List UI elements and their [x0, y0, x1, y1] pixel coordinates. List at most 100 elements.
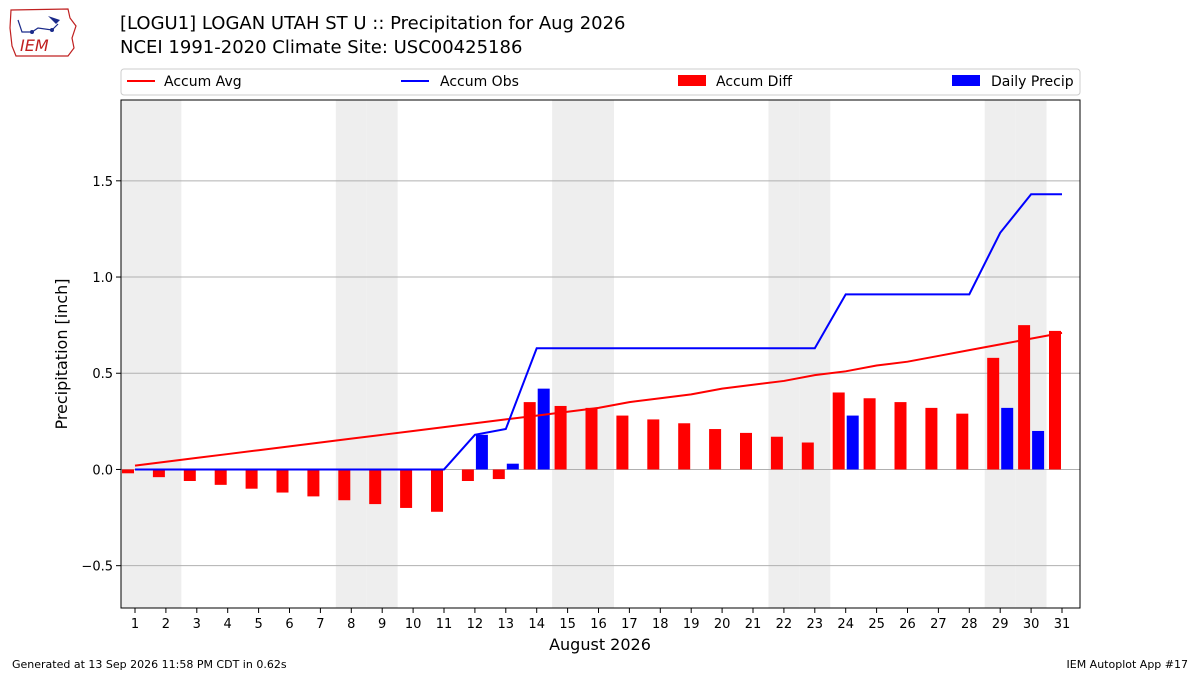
- x-tick-label: 4: [224, 617, 232, 632]
- weekend-band-22: [768, 100, 800, 608]
- x-tick-label: 13: [498, 617, 515, 632]
- daily-precip-bar: [475, 434, 488, 470]
- accum-diff-bar: [307, 469, 320, 497]
- legend-label-accum-diff: Accum Diff: [716, 74, 792, 90]
- accum-diff-bar: [338, 469, 351, 501]
- x-tick-label: 1: [131, 617, 139, 632]
- legend-swatch-accum-diff: [678, 75, 706, 86]
- accum-diff-bar: [214, 469, 227, 485]
- x-tick-label: 25: [868, 617, 885, 632]
- weekend-band-15: [552, 100, 584, 608]
- x-tick-label: 17: [621, 617, 638, 632]
- accum-diff-bar: [1049, 330, 1061, 470]
- accum-diff-bar: [894, 402, 907, 470]
- y-tick-label: −0.5: [81, 560, 113, 575]
- weekend-band-16: [583, 100, 614, 608]
- y-axis-label: Precipitation [inch]: [52, 278, 71, 429]
- iem-logo-text: IEM: [20, 36, 49, 55]
- x-tick-label: 10: [405, 617, 422, 632]
- accum-diff-bar: [369, 469, 382, 505]
- legend-swatch-daily-precip: [952, 75, 980, 86]
- accum-diff-bar: [832, 392, 845, 470]
- x-tick-label: 20: [714, 617, 731, 632]
- daily-precip-bar: [1001, 407, 1014, 470]
- footer-generated: Generated at 13 Sep 2026 11:58 PM CDT in…: [12, 658, 287, 671]
- x-tick-label: 19: [683, 617, 700, 632]
- accum-diff-bar: [554, 405, 567, 470]
- accum-diff-bar: [276, 469, 289, 493]
- footer-app: IEM Autoplot App #17: [1066, 658, 1189, 671]
- x-tick-label: 16: [590, 617, 607, 632]
- legend-box: [120, 68, 1081, 96]
- accum-diff-bar: [461, 469, 474, 481]
- accum-diff-bar: [801, 442, 814, 470]
- y-tick-label: 1.0: [92, 271, 113, 286]
- x-tick-label: 5: [254, 617, 262, 632]
- legend: Accum Avg Accum Obs Accum Diff Daily Pre…: [120, 68, 1081, 96]
- bars: [122, 325, 1061, 512]
- accum-diff-bar: [770, 436, 783, 470]
- x-tick-label: 14: [528, 617, 545, 632]
- chart-title: [LOGU1] LOGAN UTAH ST U :: Precipitation…: [120, 13, 626, 34]
- weekend-band-1: [121, 100, 151, 608]
- x-tick-label: 2: [162, 617, 170, 632]
- y-tick-label: 0.5: [92, 367, 113, 382]
- x-tick-label: 22: [776, 617, 793, 632]
- accum-diff-bar: [152, 469, 165, 478]
- weekend-band-23: [799, 100, 831, 608]
- x-tick-label: 23: [807, 617, 824, 632]
- y-tick-label: 1.5: [92, 175, 113, 190]
- x-tick-label: 21: [745, 617, 762, 632]
- accum-diff-bar: [431, 469, 443, 512]
- accum-diff-bar: [925, 407, 938, 470]
- accum-diff-bar: [400, 469, 413, 508]
- x-tick-label: 31: [1054, 617, 1071, 632]
- weekend-shading: [121, 100, 1047, 608]
- accum-diff-bar: [122, 469, 134, 474]
- x-tick-label: 6: [285, 617, 293, 632]
- x-tick-label: 11: [436, 617, 453, 632]
- x-tick-label: 28: [961, 617, 978, 632]
- x-tick-label: 8: [347, 617, 355, 632]
- accum-diff-bar: [647, 419, 660, 470]
- x-tick-label: 24: [837, 617, 854, 632]
- x-tick-label: 29: [992, 617, 1009, 632]
- y-gridlines: [121, 180, 1080, 567]
- x-tick-label: 18: [652, 617, 669, 632]
- y-ticks: −0.5 0.0 0.5 1.0 1.5: [81, 175, 121, 575]
- legend-label-accum-obs: Accum Obs: [440, 74, 519, 90]
- accum-diff-bar: [585, 407, 598, 470]
- x-axis-label: August 2026: [549, 635, 651, 654]
- weekend-band-8: [335, 100, 367, 608]
- x-ticks: 1 2 3 4 5 6 7 8 9 10 11 12 13 14 15 16 17 18 19 20 21 22 23 24 2…: [131, 608, 1070, 632]
- accum-diff-bar: [616, 415, 629, 470]
- x-tick-label: 15: [559, 617, 576, 632]
- x-tick-label: 3: [193, 617, 201, 632]
- x-tick-label: 9: [378, 617, 386, 632]
- accum-diff-bar: [183, 469, 196, 481]
- daily-precip-bar: [537, 388, 550, 470]
- x-tick-label: 7: [316, 617, 324, 632]
- x-tick-label: 12: [467, 617, 484, 632]
- accum-diff-bar: [956, 413, 969, 470]
- x-tick-label: 27: [930, 617, 947, 632]
- accum-avg-line: [134, 331, 1063, 467]
- lines: [134, 193, 1063, 471]
- plot-frame: [120, 99, 1081, 609]
- legend-label-accum-avg: Accum Avg: [164, 74, 242, 90]
- accum-diff-bar: [678, 423, 691, 470]
- iem-logo: IEM: [8, 6, 80, 60]
- accum-diff-bar: [863, 398, 876, 470]
- x-tick-label: 30: [1023, 617, 1040, 632]
- y-tick-label: 0.0: [92, 463, 113, 478]
- chart-subtitle: NCEI 1991-2020 Climate Site: USC00425186: [120, 37, 523, 58]
- legend-label-daily-precip: Daily Precip: [991, 74, 1074, 90]
- accum-diff-bar: [245, 469, 258, 489]
- accum-diff-bar: [523, 402, 536, 470]
- weekend-band-2: [150, 100, 182, 608]
- daily-precip-bar: [1032, 430, 1045, 470]
- weekend-band-29: [984, 100, 1016, 608]
- iem-logo-graphic: IEM: [9, 8, 77, 57]
- daily-precip-bar: [846, 415, 859, 470]
